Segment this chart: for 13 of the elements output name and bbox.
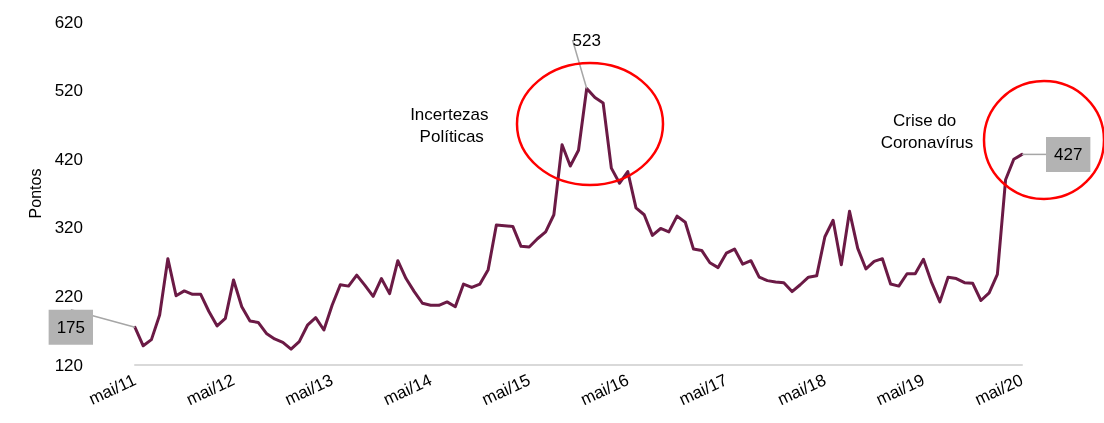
y-tick-label: 520 — [54, 81, 83, 101]
y-tick-label: 120 — [54, 355, 83, 375]
data-label: 175 — [56, 317, 85, 337]
data-label: 523 — [572, 30, 601, 50]
line-series — [133, 87, 1024, 351]
annotation: Crise do Coronavírus — [880, 110, 974, 152]
y-tick-label: 620 — [54, 12, 83, 32]
annotation: Incertezas Políticas — [410, 105, 494, 147]
y-tick-label: 420 — [54, 149, 83, 169]
y-tick-label: 320 — [54, 218, 83, 238]
y-axis-title: Pontos — [27, 168, 45, 219]
data-label: 427 — [1054, 144, 1083, 164]
y-tick-label: 220 — [54, 286, 83, 306]
